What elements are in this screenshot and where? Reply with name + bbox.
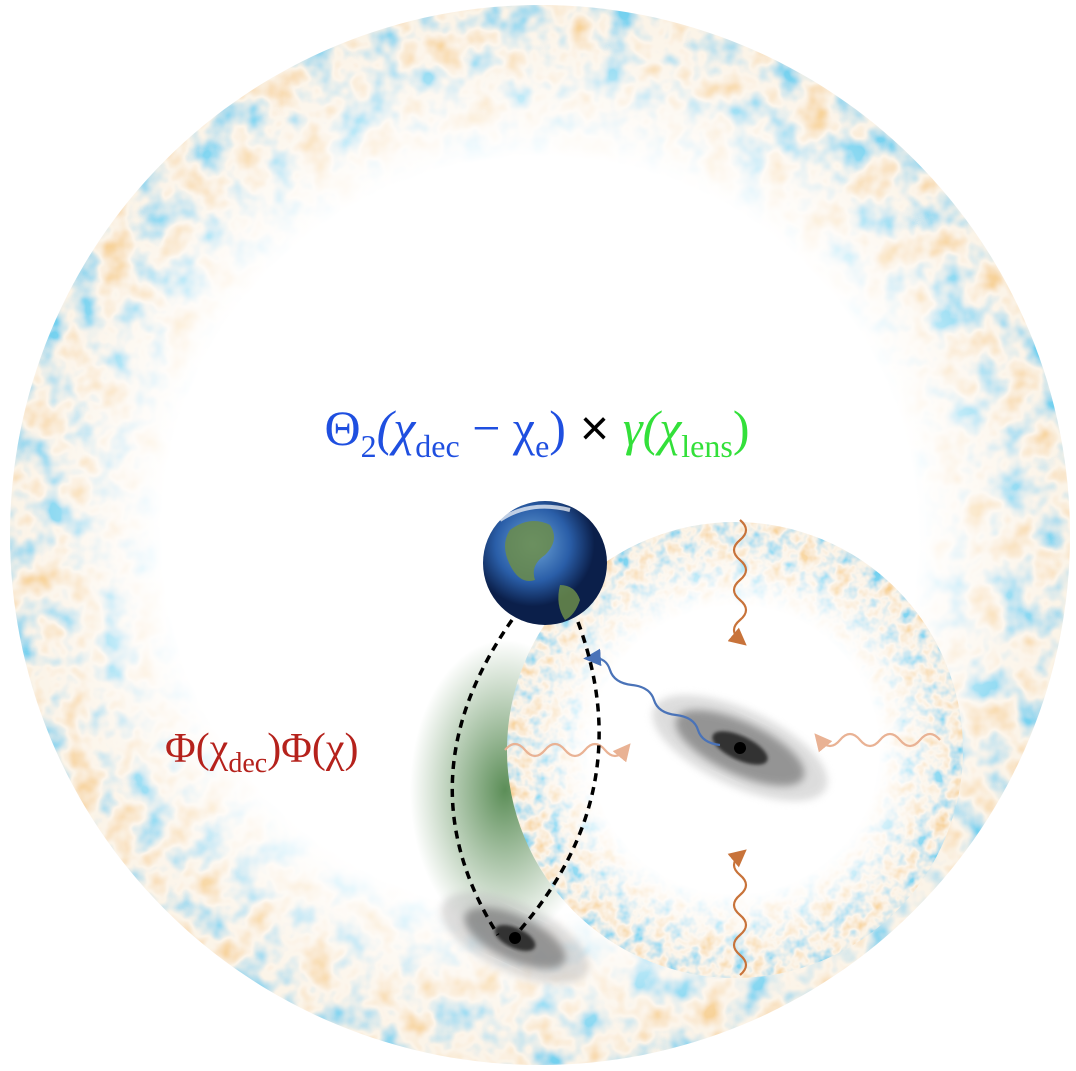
eq-part: − χ (460, 400, 535, 456)
eq-part: ) (733, 400, 750, 456)
eq-times: × (566, 400, 623, 456)
eq-part: Φ(χ (165, 726, 229, 772)
eq-subscript: dec (228, 748, 267, 779)
eq-subscript: dec (415, 428, 459, 464)
eq-subscript: lens (681, 428, 733, 464)
eq-subscript: e (535, 428, 549, 464)
eq-part: γ(χ (623, 400, 683, 456)
eq-part: )Φ(χ) (267, 726, 358, 772)
eq-subscript: 2 (361, 428, 377, 464)
eq-part: (χ (377, 400, 418, 456)
eq-part: Θ (325, 400, 361, 456)
earth (483, 501, 607, 625)
diagram: Θ2(χdec − χe) × γ(χlens) Φ(χdec)Φ(χ) (0, 0, 1076, 1071)
eq-part: ) (549, 400, 566, 456)
